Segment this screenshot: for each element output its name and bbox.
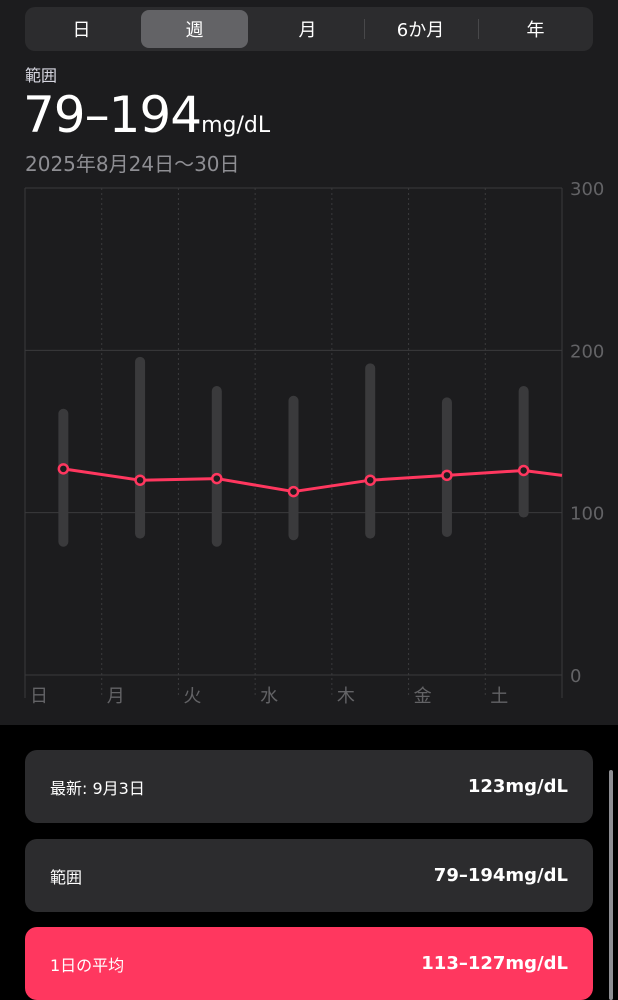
glucose-chart[interactable]: 0 100 200 300 日 月 火 水 木 金 土 xyxy=(0,180,618,720)
average-point xyxy=(57,463,70,475)
average-point xyxy=(287,485,300,498)
daily-average-value: 113–127mg/dL xyxy=(421,953,568,974)
x-tick-label: 日 xyxy=(30,686,48,707)
tab-week[interactable]: 週 xyxy=(141,10,248,48)
x-tick-label: 水 xyxy=(260,686,278,707)
average-point xyxy=(517,464,530,477)
average-point xyxy=(134,474,146,486)
range-bar xyxy=(518,386,529,518)
range-bar xyxy=(441,397,452,538)
range-card-label: 範囲 xyxy=(50,867,83,887)
y-tick-label: 300 xyxy=(570,180,604,200)
x-tick-label: 木 xyxy=(337,686,355,707)
period-segmented-control: 日 週 月 6か月 年 xyxy=(25,7,593,51)
latest-value: 123mg/dL xyxy=(467,776,568,797)
tab-six-months[interactable]: 6か月 xyxy=(396,20,445,41)
daily-average-label: 1日の平均 xyxy=(50,955,125,975)
average-point xyxy=(364,474,376,486)
y-tick-label: 100 xyxy=(570,504,604,525)
range-value: 79–194mg/dL xyxy=(23,86,270,144)
range-unit: mg/dL xyxy=(201,113,271,138)
chart-panel: 日 週 月 6か月 年 範囲 79–194mg/dL 2025年8月24日〜30… xyxy=(0,7,618,720)
tab-day[interactable]: 日 xyxy=(72,20,91,41)
tab-divider xyxy=(364,19,365,39)
latest-card[interactable]: 最新: 9月3日 123mg/dL xyxy=(25,750,593,823)
range-card-value: 79–194mg/dL xyxy=(433,865,568,886)
tab-year[interactable]: 年 xyxy=(526,20,545,41)
average-point xyxy=(441,469,453,482)
range-label: 範囲 xyxy=(25,66,58,85)
range-bar xyxy=(135,356,146,539)
daily-average-card[interactable]: 1日の平均 113–127mg/dL xyxy=(25,927,593,1000)
tab-divider xyxy=(478,19,479,39)
x-tick-label: 土 xyxy=(490,686,508,707)
y-tick-label: 200 xyxy=(570,341,604,362)
date-range: 2025年8月24日〜30日 xyxy=(25,152,240,176)
x-tick-label: 月 xyxy=(107,686,125,707)
range-bar xyxy=(211,386,222,547)
y-tick-label: 0 xyxy=(570,666,581,687)
average-line xyxy=(63,467,563,494)
latest-label: 最新: 9月3日 xyxy=(50,778,145,798)
tab-month[interactable]: 月 xyxy=(298,20,317,41)
average-point xyxy=(211,472,223,485)
x-tick-label: 金 xyxy=(414,686,432,707)
range-card[interactable]: 範囲 79–194mg/dL xyxy=(25,839,593,912)
range-number: 79–194 xyxy=(23,86,202,144)
x-tick-label: 火 xyxy=(183,686,201,707)
scrollbar[interactable] xyxy=(609,770,613,1000)
range-bar xyxy=(58,408,69,547)
range-bar xyxy=(365,363,376,539)
chart-svg: 0 100 200 300 日 月 火 水 木 金 土 xyxy=(24,180,604,707)
range-bar xyxy=(288,395,299,541)
